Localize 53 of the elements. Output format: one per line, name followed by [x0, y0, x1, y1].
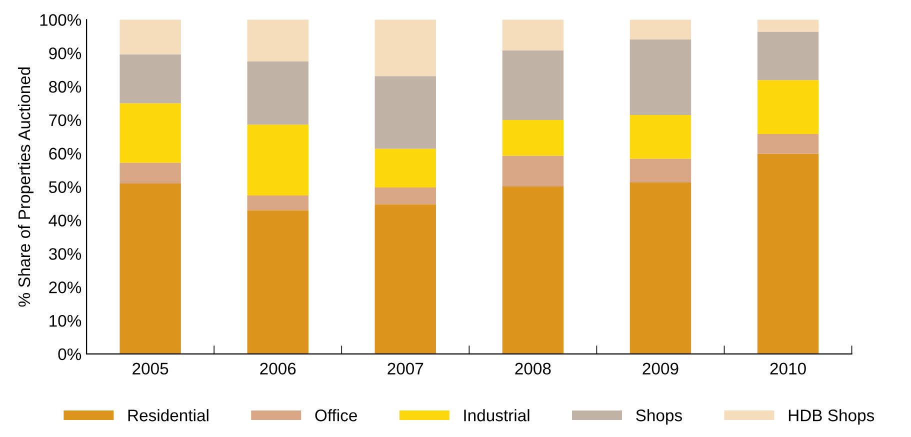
y-tick-label: 30%	[48, 248, 82, 260]
y-tick-label: 40%	[48, 214, 82, 226]
bar	[630, 39, 692, 115]
x-tick-label: 2005	[132, 362, 168, 375]
bar	[374, 148, 436, 188]
bar	[120, 54, 181, 104]
bar	[502, 120, 564, 156]
y-tick-label: 50%	[48, 181, 82, 194]
legend-label: Residential	[128, 409, 208, 422]
y-tick-label: 60%	[49, 148, 82, 160]
bar	[374, 187, 436, 204]
y-tick-label: 70%	[49, 114, 82, 126]
legend-label: Shops	[636, 409, 682, 425]
bar	[757, 80, 819, 134]
legend-label: Office	[315, 409, 357, 422]
bar	[630, 182, 692, 354]
bar	[757, 154, 819, 354]
bar	[247, 210, 308, 354]
bar	[757, 134, 819, 154]
bar	[630, 114, 692, 159]
x-tick-label: 2010	[770, 362, 806, 375]
y-tick-label: 80%	[49, 80, 82, 93]
legend-label: Industrial	[464, 409, 530, 422]
y-tick-label: 90%	[49, 47, 82, 60]
x-tick-label: 2007	[388, 362, 424, 375]
y-tick-label: 0%	[58, 348, 82, 360]
x-tick-label: 2006	[260, 362, 296, 375]
y-tick-label: 100%	[40, 14, 82, 26]
bar	[630, 20, 692, 40]
y-tick-label: 10%	[50, 314, 82, 327]
bar	[120, 162, 181, 184]
x-tick-label: 2008	[515, 362, 551, 375]
bar	[247, 196, 308, 210]
bar	[502, 20, 564, 50]
legend-label: HDB Shops	[788, 409, 874, 425]
bar	[757, 32, 819, 80]
bar	[374, 20, 436, 76]
bar	[120, 20, 181, 54]
x-tick-label: 2009	[642, 362, 678, 375]
y-tick-label: 20%	[49, 282, 82, 294]
bar	[120, 183, 181, 354]
bar	[502, 156, 564, 186]
bar	[374, 76, 436, 149]
bar	[502, 50, 564, 120]
bar	[247, 20, 308, 62]
bar	[502, 186, 564, 354]
bar	[374, 204, 436, 354]
bar	[630, 158, 692, 182]
bar	[757, 20, 819, 32]
bar	[247, 124, 308, 196]
y-axis-title: % Share of Properties Auctioned	[18, 67, 34, 307]
bar	[120, 103, 181, 163]
bar	[247, 61, 308, 125]
